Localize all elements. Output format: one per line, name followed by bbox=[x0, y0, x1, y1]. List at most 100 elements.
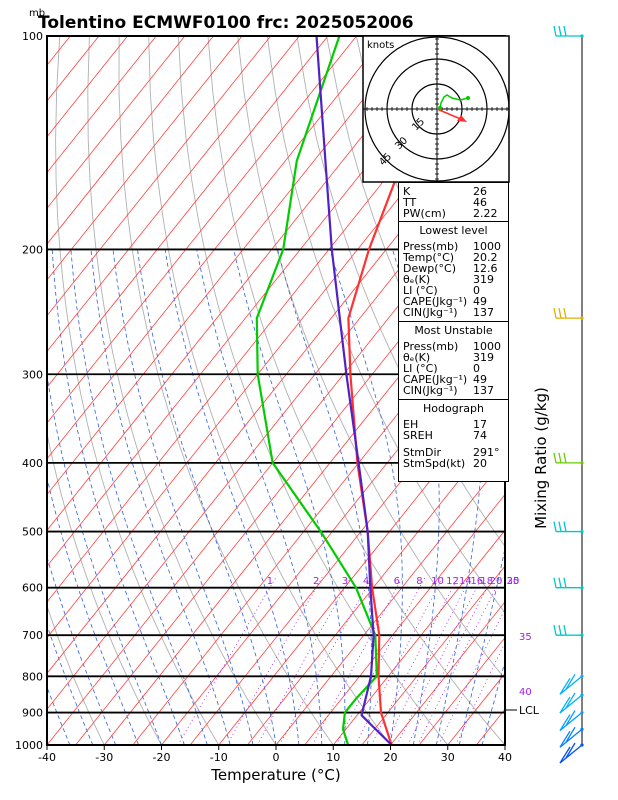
row-label: CAPE(Jkg⁻¹) bbox=[403, 373, 468, 386]
row-label: LI (°C) bbox=[403, 362, 438, 375]
mixing-ratio-label: 25 bbox=[507, 576, 520, 587]
isotherm bbox=[47, 36, 300, 353]
moist-adiabat bbox=[112, 249, 254, 745]
row-label: Press(mb) bbox=[403, 340, 459, 353]
wind-barb bbox=[559, 742, 584, 764]
temperature-tick-label: 30 bbox=[441, 751, 455, 764]
hodo-row: StmDir 291° bbox=[403, 447, 508, 458]
row-label: CAPE(Jkg⁻¹) bbox=[403, 295, 468, 308]
moist-adiabat bbox=[70, 249, 208, 745]
isotherm bbox=[103, 243, 505, 745]
dry-adiabat bbox=[148, 36, 391, 745]
row-value: 291° bbox=[473, 446, 500, 459]
dewpoint-profile bbox=[255, 36, 378, 745]
wind-barb bbox=[553, 25, 584, 38]
wind-barbs bbox=[553, 25, 584, 764]
row-value: 74 bbox=[473, 429, 487, 442]
mixing-ratio-label: 12 bbox=[446, 576, 459, 587]
row-value: 49 bbox=[473, 295, 487, 308]
pressure-tick-label: 100 bbox=[22, 30, 43, 43]
hodograph-units: knots bbox=[367, 40, 394, 51]
isotherm bbox=[47, 171, 505, 745]
moist-adiabat bbox=[481, 660, 505, 745]
moist-adiabat bbox=[233, 249, 346, 745]
isotherm bbox=[275, 458, 505, 745]
pressure-tick-label: 300 bbox=[22, 368, 43, 381]
mixing-ratio-label: 18 bbox=[480, 576, 493, 587]
temperature-tick-label: 0 bbox=[273, 751, 280, 764]
isotherm bbox=[47, 36, 357, 424]
row-label: StmDir bbox=[403, 446, 442, 459]
index-value: 26 bbox=[473, 185, 487, 198]
mixing-ratio-label: 2 bbox=[313, 576, 319, 587]
mixing-ratio-line bbox=[226, 577, 323, 745]
isotherm bbox=[390, 601, 505, 745]
mixing-ratio-label: 8 bbox=[416, 576, 422, 587]
mixing-ratio-line bbox=[407, 577, 493, 745]
lowest-row: Dewp(°C) 12.6 bbox=[403, 263, 508, 274]
mixing-ratio-label: 20 bbox=[490, 576, 503, 587]
isotherm bbox=[47, 36, 214, 245]
pressure-tick-label: 200 bbox=[22, 243, 43, 256]
mixing-ratio-label: 16 bbox=[470, 576, 483, 587]
lowest-level-heading: Lowest level bbox=[419, 224, 488, 237]
x-axis-title: Temperature (°C) bbox=[210, 766, 340, 784]
moist-adiabat bbox=[196, 249, 323, 745]
wind-barb bbox=[559, 692, 584, 714]
index-label: TT bbox=[403, 196, 417, 209]
hodograph-block: Hodograph EH 17 SREH 74 StmDir 291° StmSpd(… bbox=[399, 400, 508, 472]
mu-row: CAPE(Jkg⁻¹) 49 bbox=[403, 374, 508, 385]
wind-barb bbox=[553, 521, 584, 534]
isotherm bbox=[47, 36, 272, 317]
temperature-tick-label: 10 bbox=[326, 751, 340, 764]
mixing-ratio-label: 1 bbox=[267, 576, 273, 587]
dry-adiabat bbox=[118, 36, 334, 745]
isotherm bbox=[47, 36, 157, 174]
unit-top: mb bbox=[29, 8, 45, 19]
row-label: Temp(°C) bbox=[403, 251, 455, 264]
row-value: 12.6 bbox=[473, 262, 498, 275]
wind-barb bbox=[553, 452, 584, 465]
dry-adiabat bbox=[296, 36, 505, 548]
row-value: 319 bbox=[473, 273, 494, 286]
lowest-row: Temp(°C) 20.2 bbox=[403, 252, 508, 263]
temperature-tick-label: -40 bbox=[38, 751, 56, 764]
parcel-profile bbox=[315, 36, 393, 745]
isotherm bbox=[47, 36, 443, 531]
mixing-ratio-label: 10 bbox=[431, 576, 444, 587]
wind-barb bbox=[559, 726, 584, 748]
mixing-ratio-label: 6 bbox=[394, 576, 400, 587]
lcl-label: LCL bbox=[519, 704, 540, 717]
mixing-ratio-line bbox=[438, 608, 505, 745]
row-label: Dewp(°C) bbox=[403, 262, 456, 275]
mixing-ratio-line bbox=[384, 577, 472, 745]
lowest-row: CIN(Jkg⁻¹) 137 bbox=[403, 307, 508, 318]
mixing-ratio-label: 4 bbox=[363, 576, 369, 587]
isotherm bbox=[47, 36, 186, 209]
row-value: 20.2 bbox=[473, 251, 498, 264]
wind-barb bbox=[553, 308, 584, 320]
moist-adiabat bbox=[392, 249, 440, 745]
row-label: StmSpd(kt) bbox=[403, 457, 466, 470]
row-value: 0 bbox=[473, 362, 480, 375]
right-axis-title: Mixing Ratio (g/kg) bbox=[532, 387, 550, 529]
pressure-tick-label: 1000 bbox=[15, 739, 43, 752]
hodo-row: SREH 74 bbox=[403, 430, 508, 441]
row-value: 20 bbox=[473, 457, 487, 470]
lowest-row: Press(mb) 1000 bbox=[403, 241, 508, 252]
wind-barb bbox=[559, 710, 584, 732]
pressure-tick-label: 900 bbox=[22, 707, 43, 720]
hodograph-trace bbox=[439, 94, 469, 109]
pressure-tick-label: 600 bbox=[22, 582, 43, 595]
mu-row: Press(mb) 1000 bbox=[403, 341, 508, 352]
row-label: θₑ(K) bbox=[403, 273, 431, 286]
row-label: LI (°C) bbox=[403, 284, 438, 297]
moist-adiabat bbox=[435, 249, 484, 745]
dry-adiabat bbox=[237, 36, 505, 680]
indices-block: K 26 TT 46 PW(cm) 2.22 bbox=[399, 183, 508, 222]
row-label: Press(mb) bbox=[403, 240, 459, 253]
theta-e-label: 35 bbox=[519, 632, 532, 643]
hodograph-heading: Hodograph bbox=[423, 402, 484, 415]
dry-adiabat bbox=[47, 604, 105, 745]
